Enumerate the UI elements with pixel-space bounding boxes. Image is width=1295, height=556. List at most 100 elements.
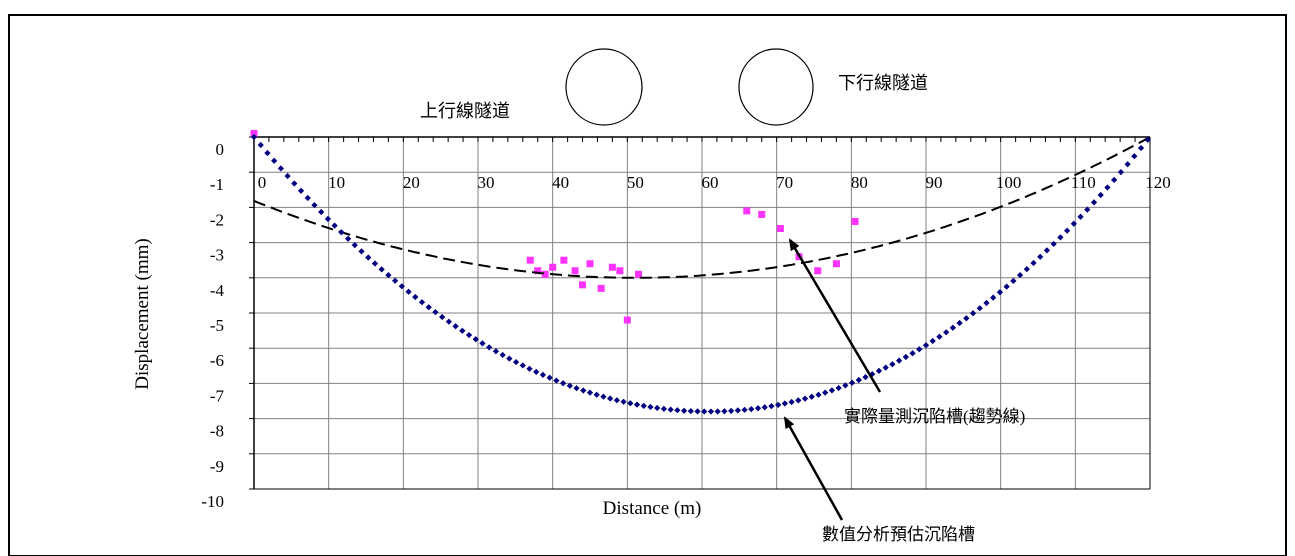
numerical-point — [392, 277, 399, 284]
measured-point — [579, 281, 587, 289]
measured-point — [623, 316, 631, 324]
numerical-point — [439, 313, 446, 321]
y-tick-label: -4 — [210, 281, 225, 300]
numerical-point — [694, 408, 701, 415]
measured-point — [776, 225, 784, 233]
y-tick-label: -2 — [210, 210, 224, 229]
numerical-point — [1043, 247, 1051, 254]
numerical-point — [445, 318, 452, 325]
numerical-point — [546, 374, 553, 381]
numerical-point — [795, 397, 802, 404]
numerical-point — [459, 327, 466, 334]
numerical-arrow — [783, 416, 844, 521]
measured-point — [814, 267, 822, 275]
numerical-point — [976, 305, 983, 312]
numerical-point — [1111, 176, 1118, 183]
x-tick-label: 110 — [1071, 173, 1096, 192]
measured-point — [635, 270, 643, 278]
numerical-point — [432, 309, 439, 316]
numerical-point — [425, 304, 432, 311]
numerical-point — [1137, 144, 1145, 152]
measured-point — [597, 284, 605, 292]
measured-point — [534, 267, 542, 275]
numerical-point — [1064, 227, 1071, 234]
numerical-point — [1077, 213, 1084, 220]
x-tick-label: 40 — [552, 173, 569, 192]
numerical-point — [660, 405, 668, 412]
numerical-point — [801, 395, 809, 402]
numerical-point — [378, 266, 385, 273]
tunnel-right-label: 下行線隧道 — [838, 73, 928, 93]
trend-line — [253, 136, 1151, 279]
x-tick-label: 100 — [996, 173, 1022, 192]
numerical-point — [264, 149, 271, 157]
y-tick-label: -5 — [210, 316, 224, 335]
numerical-point — [1037, 253, 1044, 260]
numerical-point — [465, 331, 473, 339]
numerical-point — [1030, 259, 1037, 267]
y-tick-label: 0 — [216, 140, 225, 159]
numerical-point — [781, 400, 788, 407]
numerical-point — [452, 323, 459, 330]
y-tick-label: -9 — [210, 457, 224, 476]
trend-arrow — [788, 238, 882, 393]
x-tick-label: 20 — [403, 173, 420, 192]
numerical-point — [674, 407, 681, 414]
measured-point — [608, 263, 616, 271]
x-tick-label: 120 — [1145, 173, 1171, 192]
measured-point — [832, 260, 840, 268]
numerical-point — [848, 379, 856, 386]
numerical-point — [486, 344, 493, 351]
numerical-point — [768, 403, 775, 410]
measured-point — [758, 210, 766, 218]
numerical-point — [922, 342, 930, 349]
numerical-point — [1117, 168, 1124, 176]
numerical-point — [1010, 277, 1017, 285]
measured-point — [571, 267, 579, 275]
y-tick-label: -1 — [210, 175, 224, 194]
numerical-point — [479, 340, 486, 347]
numerical-point — [835, 384, 842, 392]
numerical-point — [963, 315, 970, 322]
numerical-point — [1090, 199, 1098, 206]
numerical-point — [385, 272, 392, 279]
numerical-point — [1016, 271, 1024, 279]
numerical-point — [1023, 265, 1030, 273]
measured-point — [560, 256, 568, 264]
numerical-point — [842, 382, 849, 389]
numerical-point — [862, 373, 869, 381]
y-tick-label: -6 — [210, 351, 224, 370]
numerical-point — [1057, 234, 1064, 241]
x-tick-label: 90 — [926, 173, 943, 192]
y-tick-label: -3 — [210, 246, 224, 265]
x-tick-label: 10 — [328, 173, 345, 192]
tunnel-left-label: 上行線隧道 — [420, 101, 510, 121]
numerical-point — [593, 391, 600, 398]
measured-point — [851, 217, 859, 225]
measured-point — [586, 260, 594, 268]
numerical-point — [754, 405, 762, 412]
numerical-point — [539, 371, 547, 378]
numerical-point — [412, 293, 419, 301]
numerical-point — [472, 336, 479, 343]
numerical-point — [607, 395, 614, 402]
axes — [249, 136, 1151, 490]
numerical-point — [909, 350, 916, 357]
x-tick-label: 80 — [851, 173, 868, 192]
numerical-point — [284, 172, 291, 180]
x-tick-label: 70 — [776, 173, 793, 192]
x-tick-label: 0 — [258, 173, 267, 192]
numerical-point — [734, 407, 741, 414]
numerical-point — [371, 260, 379, 267]
numerical-point — [1131, 153, 1138, 160]
numerical-point — [943, 329, 950, 336]
trend-annotation: 實際量測沉陷槽(趨勢線) — [844, 407, 1025, 426]
numerical-point — [519, 362, 526, 369]
measured-point — [616, 267, 624, 275]
numerical-point — [1104, 184, 1111, 191]
tick-labels: 0 10 20 30 40 50 60 70 80 90 100 110 120 0 -1 -2 -3 -4 -5 -… — [201, 140, 1170, 511]
numerical-point — [1050, 240, 1057, 248]
numerical-point — [492, 348, 500, 355]
figure-frame — [8, 14, 1287, 556]
